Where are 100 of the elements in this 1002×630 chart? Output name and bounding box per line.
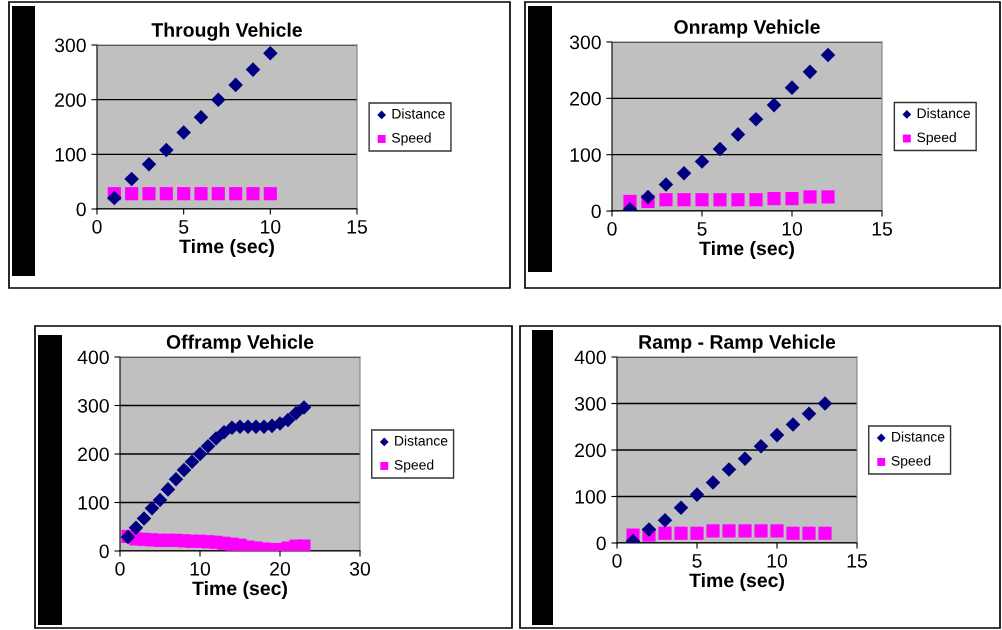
- point: [676, 165, 692, 181]
- point: [731, 193, 745, 207]
- legend-label: Speed: [394, 459, 434, 473]
- point: [176, 462, 192, 478]
- point: [640, 189, 656, 205]
- point: [159, 142, 174, 158]
- y-tick-label: 200: [55, 93, 86, 107]
- chart-title: Onramp Vehicle: [674, 19, 820, 38]
- x-tick-label: 10: [782, 221, 803, 236]
- point: [767, 192, 781, 206]
- legend-label: Distance: [395, 435, 448, 446]
- x-tick-label: 15: [872, 222, 892, 236]
- x-tick-label: 30: [349, 561, 371, 576]
- y-tick-label: 300: [569, 35, 601, 50]
- y-tick-label: 300: [574, 396, 606, 411]
- point: [802, 526, 816, 540]
- point: [177, 187, 191, 201]
- legend-label: Distance: [392, 108, 445, 119]
- y-tick-label: 200: [575, 443, 606, 458]
- legend-label: Speed: [917, 132, 956, 145]
- point: [208, 431, 224, 446]
- point: [748, 111, 764, 127]
- point: [168, 471, 184, 487]
- x-tick-label: 5: [692, 554, 702, 568]
- point: [705, 475, 721, 490]
- point: [749, 193, 763, 207]
- x-axis-title: Time (sec): [689, 572, 784, 592]
- point: [144, 501, 160, 516]
- x-tick-label: 10: [767, 553, 788, 568]
- point: [193, 109, 209, 125]
- point: [184, 454, 200, 470]
- point: [694, 154, 710, 169]
- x-tick-label: 5: [697, 222, 707, 236]
- point: [820, 47, 836, 63]
- point: [738, 524, 752, 538]
- point: [159, 187, 173, 201]
- point: [228, 77, 243, 93]
- legend-label: Distance: [917, 108, 970, 119]
- y-tick-label: 0: [591, 204, 601, 219]
- y-tick-label: 300: [54, 38, 86, 53]
- y-tick-label: 200: [570, 91, 601, 106]
- point: [124, 171, 139, 187]
- point: [211, 92, 226, 107]
- point: [753, 439, 769, 454]
- point: [713, 193, 727, 207]
- x-tick-label: 10: [261, 219, 281, 234]
- point: [785, 417, 801, 432]
- point: [712, 141, 728, 157]
- point: [136, 511, 152, 526]
- point: [641, 522, 657, 537]
- point: [695, 193, 709, 207]
- point: [107, 190, 122, 206]
- point: [125, 187, 139, 201]
- point: [754, 524, 768, 538]
- y-tick-label: 200: [78, 447, 109, 462]
- y-tick-label: 100: [55, 147, 86, 162]
- point: [677, 193, 691, 207]
- point: [770, 524, 784, 538]
- x-tick-label: 20: [270, 561, 291, 576]
- point: [658, 526, 672, 540]
- x-tick-label: 0: [612, 553, 622, 568]
- point: [142, 187, 156, 201]
- point: [192, 446, 208, 462]
- point: [659, 193, 673, 207]
- legend-label: Speed: [891, 455, 931, 469]
- point: [152, 492, 168, 508]
- x-axis-title: Time (sec): [179, 238, 274, 258]
- chart-title: Through Vehicle: [151, 22, 302, 41]
- x-axis-title: Time (sec): [192, 580, 287, 600]
- point: [818, 526, 832, 540]
- chart-title: Offramp Vehicle: [166, 334, 314, 353]
- point: [229, 187, 243, 201]
- point: [690, 526, 704, 540]
- point: [785, 192, 799, 206]
- point: [211, 187, 225, 201]
- point: [246, 187, 260, 201]
- point: [786, 526, 800, 540]
- y-tick-label: 400: [77, 350, 109, 365]
- point: [673, 500, 689, 515]
- y-tick-label: 0: [596, 536, 606, 551]
- point: [689, 487, 705, 502]
- x-tick-label: 5: [179, 220, 189, 234]
- point: [160, 482, 176, 497]
- y-tick-label: 300: [77, 398, 109, 413]
- point: [296, 400, 312, 415]
- point: [802, 64, 818, 80]
- point: [737, 451, 753, 467]
- point: [288, 405, 304, 421]
- point: [766, 97, 782, 113]
- point: [721, 462, 737, 477]
- x-tick-label: 15: [347, 220, 367, 234]
- y-tick-label: 400: [574, 350, 606, 365]
- point: [263, 187, 277, 201]
- x-tick-label: 0: [607, 221, 617, 236]
- point: [801, 406, 817, 422]
- point: [176, 125, 191, 140]
- x-tick-label: 10: [190, 561, 211, 576]
- legend-label: Speed: [392, 132, 431, 146]
- x-tick-label: 0: [115, 561, 125, 576]
- y-tick-label: 100: [78, 495, 109, 510]
